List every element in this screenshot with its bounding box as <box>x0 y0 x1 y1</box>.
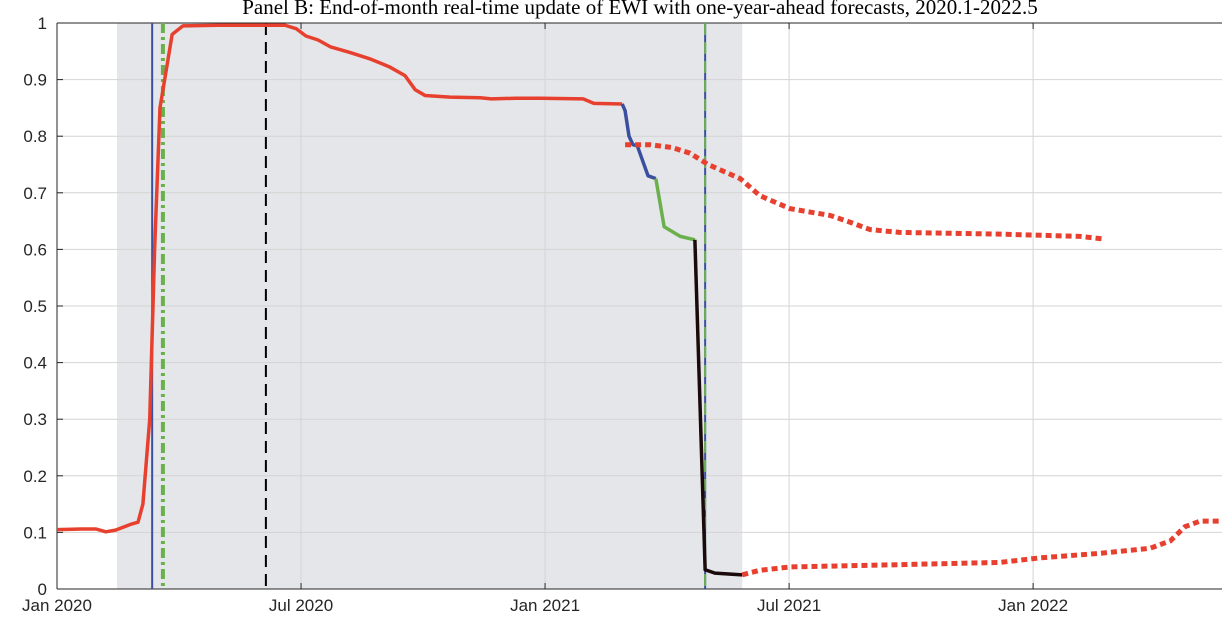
chart-title: Panel B: End-of-month real-time update o… <box>242 0 1038 19</box>
y-tick-label: 0.3 <box>23 410 47 429</box>
y-tick-label: 0.7 <box>23 184 47 203</box>
y-tick-label: 0.1 <box>23 523 47 542</box>
x-tick-label: Jan 2021 <box>510 596 580 615</box>
x-tick-label: Jan 2022 <box>998 596 1068 615</box>
y-tick-label: 0.4 <box>23 354 47 373</box>
series-line <box>620 103 657 181</box>
y-tick-label: 0 <box>38 580 47 599</box>
x-tick-label: Jul 2021 <box>757 596 821 615</box>
series-line <box>654 178 696 242</box>
y-tick-label: 0.8 <box>23 127 47 146</box>
y-tick-label: 0.9 <box>23 71 47 90</box>
y-tick-label: 0.2 <box>23 467 47 486</box>
x-tick-label: Jan 2020 <box>22 596 92 615</box>
y-tick-label: 1 <box>38 14 47 33</box>
forecast-line <box>741 518 1222 578</box>
y-tick-label: 0.6 <box>23 240 47 259</box>
series-line <box>693 239 743 577</box>
series-line <box>56 23 623 534</box>
y-tick-label: 0.5 <box>23 297 47 316</box>
forecast-line <box>625 142 1106 242</box>
x-tick-label: Jul 2020 <box>269 596 333 615</box>
